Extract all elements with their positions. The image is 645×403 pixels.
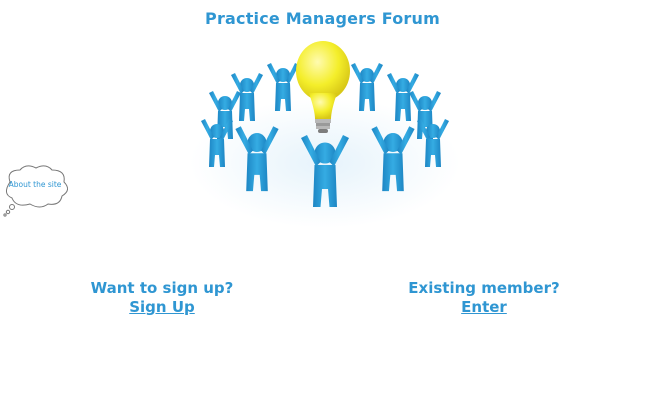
thought-bubble-icon [3, 165, 68, 217]
enter-link[interactable]: Enter [461, 298, 507, 316]
about-site-bubble[interactable]: About the site [0, 162, 72, 218]
about-site-label: About the site [8, 180, 62, 189]
signup-question: Want to sign up? [90, 279, 234, 297]
login-question: Existing member? [408, 279, 560, 297]
login-section: Existing member? Enter [384, 279, 584, 316]
people-circle-lightbulb-icon [190, 41, 460, 228]
signup-section: Want to sign up? Sign Up [62, 279, 262, 316]
signup-link[interactable]: Sign Up [129, 298, 195, 316]
page-title: Practice Managers Forum [205, 9, 440, 28]
lightbulb-icon [296, 41, 350, 133]
